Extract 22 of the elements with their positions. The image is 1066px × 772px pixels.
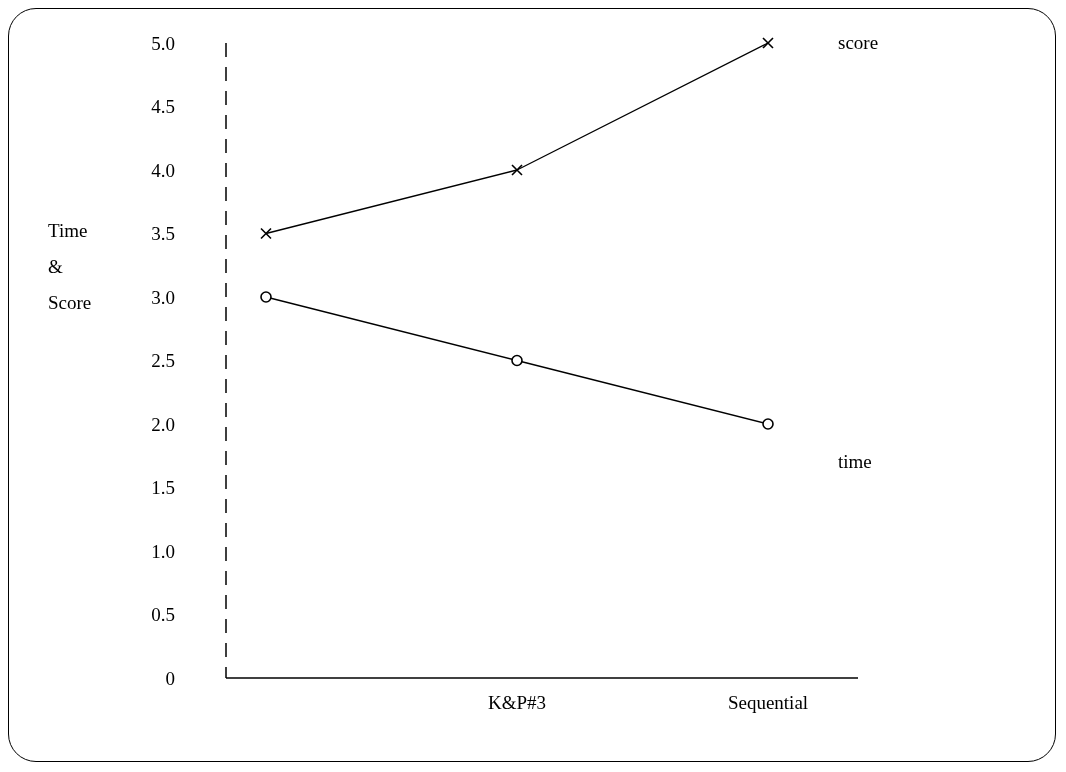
point xyxy=(511,164,523,176)
point xyxy=(762,37,774,49)
text: time xyxy=(838,451,872,472)
point xyxy=(762,418,774,430)
y-tick-label: 4.5 xyxy=(151,96,175,118)
y-tick-label: 2.5 xyxy=(151,350,175,372)
y-axis-title: Time & Score xyxy=(48,219,92,315)
y-tick-label: 5.0 xyxy=(151,32,175,54)
y-tick-label: 3.5 xyxy=(151,223,175,245)
y-tick-label: 2.0 xyxy=(151,413,175,435)
x-tick-label: K&P#3 xyxy=(487,692,547,714)
point xyxy=(260,227,272,240)
x-tick-label: Sequential xyxy=(727,692,809,714)
text: score xyxy=(838,32,879,53)
y-tick-label: 0 xyxy=(165,667,175,689)
y-tick-label: 1.0 xyxy=(151,540,175,562)
y-tick-label: 3.0 xyxy=(151,286,175,308)
point xyxy=(511,354,523,367)
y-tick-label: 1.5 xyxy=(151,477,175,499)
point xyxy=(260,291,272,303)
y-tick-label: 4.0 xyxy=(151,159,175,181)
y-tick-label: 0.5 xyxy=(151,604,175,626)
